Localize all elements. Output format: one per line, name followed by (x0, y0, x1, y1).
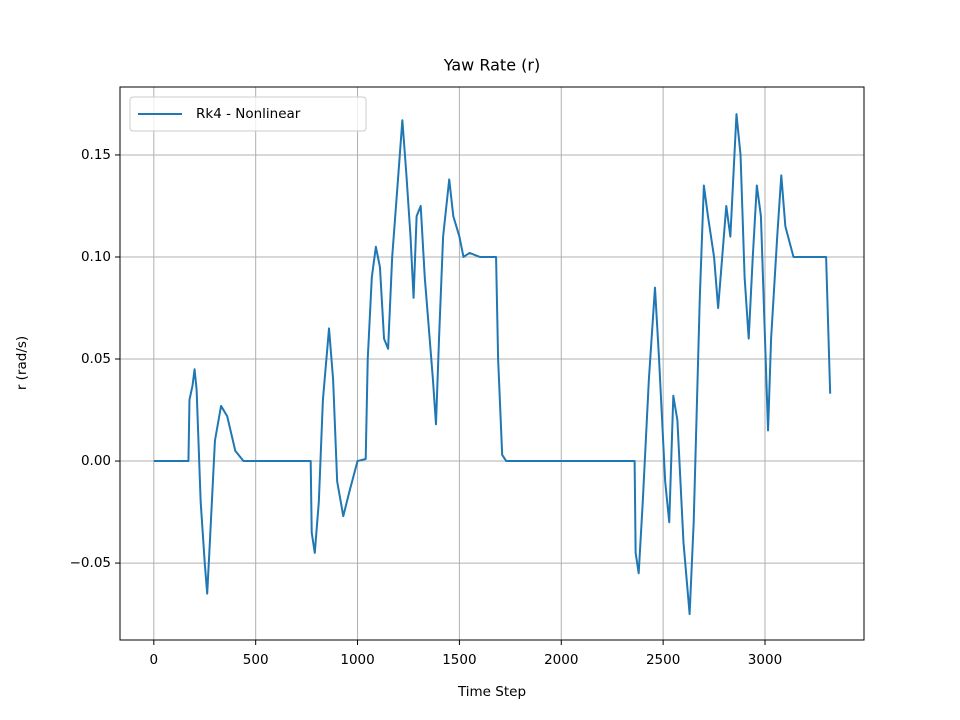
data-line (153, 113, 832, 616)
y-tick-label: −0.05 (70, 555, 111, 571)
legend-box (129, 96, 367, 132)
legend-label: Rk4 - Nonlinear (196, 106, 301, 122)
x-tick-label: 2500 (646, 652, 680, 668)
x-tick-label: 3000 (748, 652, 782, 668)
y-tick-label: 0.00 (81, 453, 111, 469)
x-tick-label: 2000 (544, 652, 578, 668)
x-tick-label: 500 (243, 652, 269, 668)
x-tick-label: 1500 (442, 652, 476, 668)
chart-title: Yaw Rate (r) (443, 56, 540, 75)
x-tick-label: 0 (150, 652, 159, 668)
y-tick-label: 0.05 (81, 351, 111, 367)
y-tick-label: 0.15 (81, 147, 111, 163)
x-axis-label: Time Step (457, 684, 526, 700)
y-tick-label: 0.10 (81, 249, 111, 265)
axes-frame (119, 86, 865, 641)
y-axis-label: r (rad/s) (14, 336, 30, 390)
x-tick-label: 1000 (340, 652, 374, 668)
